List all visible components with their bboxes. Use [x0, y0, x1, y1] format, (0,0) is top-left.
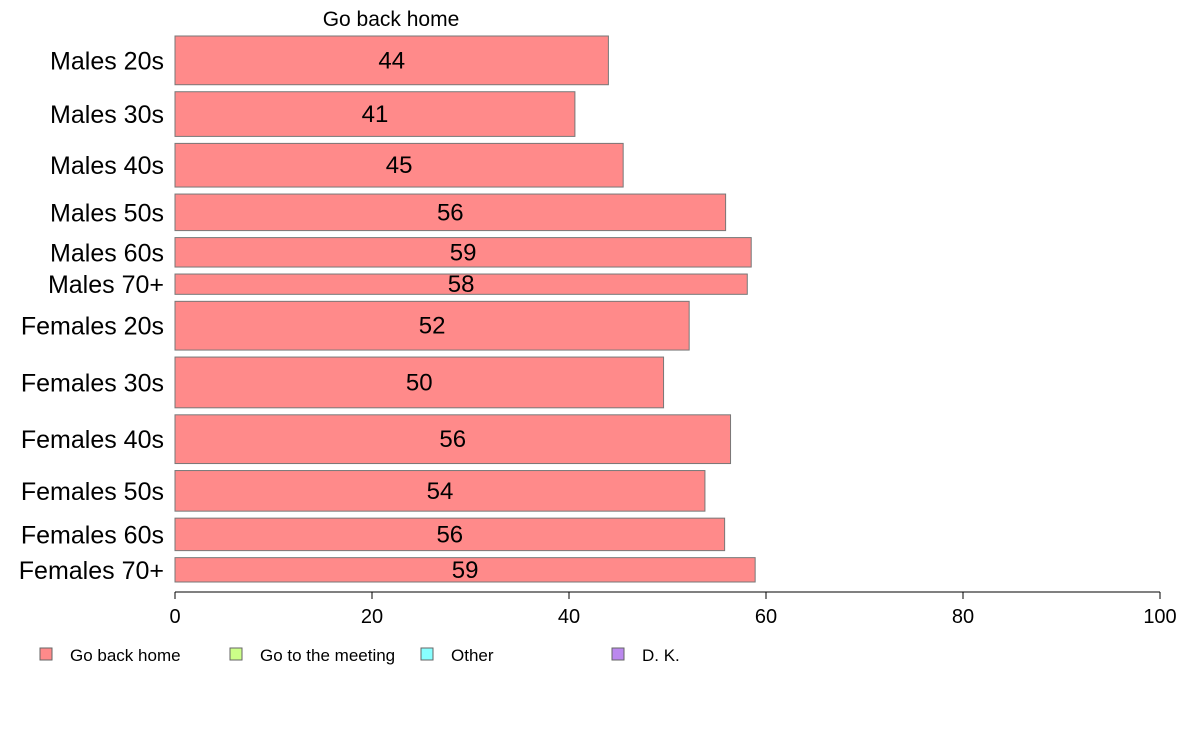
- legend-swatch: [229, 647, 243, 661]
- bar: [174, 91, 576, 137]
- category-label: Males 20s: [50, 47, 164, 75]
- bar-value-label: 56: [436, 521, 463, 548]
- category-label: Males 50s: [50, 199, 164, 227]
- category-label: Females 60s: [21, 521, 164, 549]
- bar: [174, 237, 752, 268]
- bar-value-label: 52: [419, 313, 446, 340]
- chart-title: Go back home: [323, 8, 460, 31]
- x-tick-label: 80: [952, 606, 974, 628]
- bar-value-label: 44: [378, 47, 405, 74]
- bar-value-label: 59: [452, 557, 479, 584]
- x-tick-label: 20: [361, 606, 383, 628]
- category-label: Males 70+: [48, 271, 164, 299]
- category-label: Females 70+: [19, 557, 164, 585]
- category-label: Females 20s: [21, 313, 164, 341]
- category-label: Females 40s: [21, 426, 164, 454]
- category-label: Males 40s: [50, 152, 164, 180]
- x-tick-label: 60: [755, 606, 777, 628]
- bar-value-label: 56: [439, 426, 466, 453]
- category-label: Females 30s: [21, 369, 164, 397]
- bar-value-label: 41: [362, 101, 389, 128]
- bar: [174, 193, 727, 232]
- bar: [174, 414, 732, 465]
- bar-value-label: 45: [386, 152, 413, 179]
- bar: [174, 470, 706, 512]
- bar-value-label: 50: [406, 369, 433, 396]
- legend-swatch: [611, 647, 625, 661]
- bar: [174, 142, 624, 188]
- legend-label: Other: [451, 646, 494, 665]
- bar-value-label: 58: [448, 271, 475, 298]
- bar-value-label: 56: [437, 199, 464, 226]
- legend-label: D. K.: [642, 646, 680, 665]
- category-label: Males 60s: [50, 239, 164, 267]
- legend-swatch: [420, 647, 434, 661]
- bar-value-label: 54: [427, 478, 454, 505]
- category-label: Males 30s: [50, 101, 164, 129]
- bar: [174, 557, 756, 583]
- x-tick-label: 0: [169, 606, 180, 628]
- x-tick-label: 100: [1143, 606, 1176, 628]
- bar: [174, 35, 609, 86]
- bar: [174, 356, 665, 409]
- x-axis: 0 20 40 60 80 100: [169, 591, 1177, 628]
- legend-label: Go to the meeting: [260, 646, 395, 665]
- bars-group: 44 Males 20s 41 Males 30s 45 Males 40s 56 Males…: [19, 35, 756, 585]
- bar: [174, 517, 726, 552]
- x-tick-label: 40: [558, 606, 580, 628]
- legend: Go back home Go to the meeting Other D. K.: [39, 646, 680, 665]
- category-label: Females 50s: [21, 478, 164, 506]
- bar: [174, 300, 690, 351]
- bar: [174, 273, 748, 295]
- bar-value-label: 59: [450, 239, 477, 266]
- legend-swatch: [39, 647, 53, 661]
- legend-label: Go back home: [70, 646, 181, 665]
